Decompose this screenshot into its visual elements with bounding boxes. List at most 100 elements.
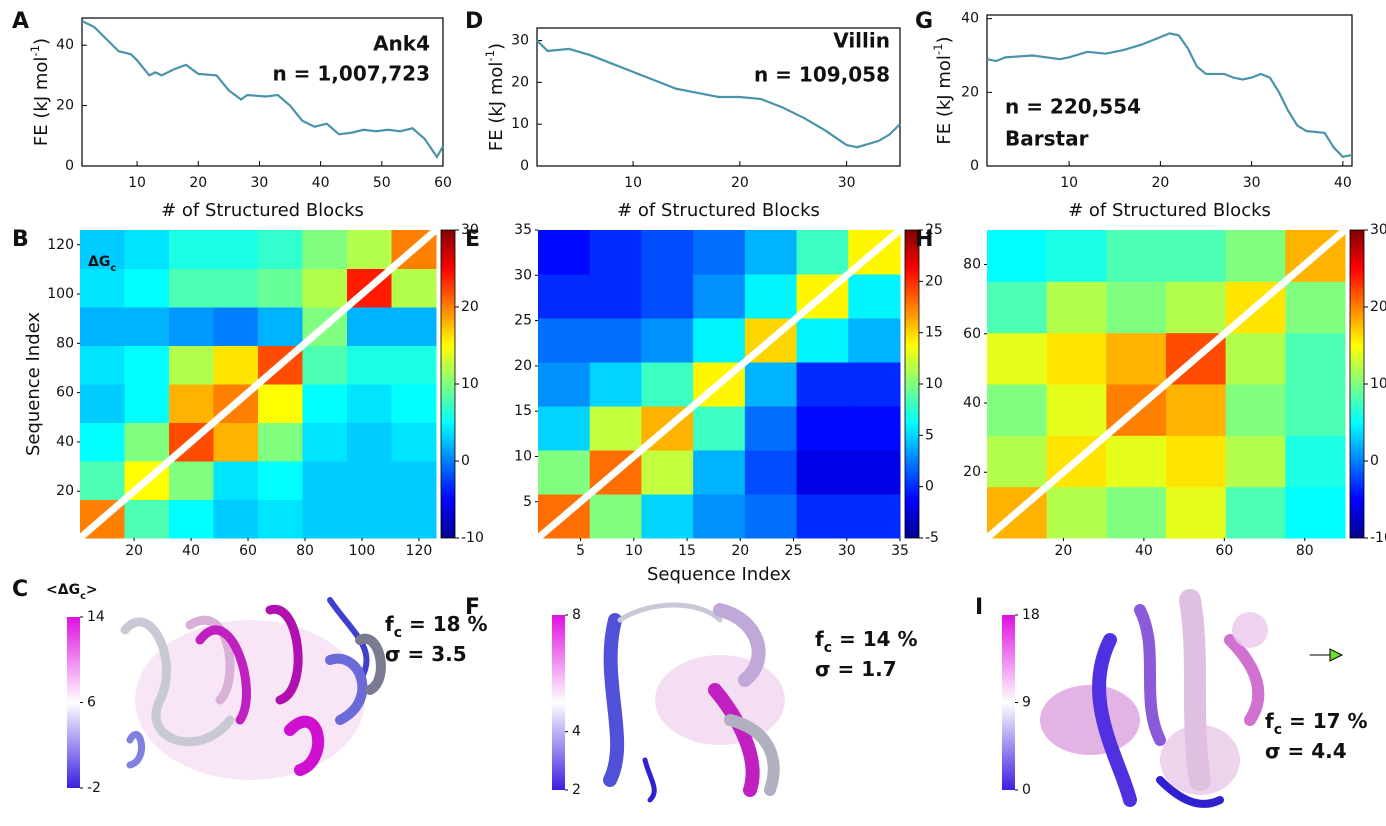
heat-cell	[80, 307, 125, 346]
y-tick-label: 20	[963, 464, 981, 480]
heat-cell	[1106, 487, 1166, 539]
panel-label: F	[465, 595, 480, 620]
colorbar	[1350, 230, 1364, 538]
heat-cell	[1047, 281, 1107, 333]
y-tick-label: 35	[514, 222, 532, 238]
x-tick-label: 10	[128, 175, 146, 191]
heat-cell	[258, 423, 303, 462]
figure: 10203040506002040# of Structured BlocksF…	[0, 0, 1386, 826]
heat-cell	[1285, 281, 1345, 333]
x-tick-label: 40	[1334, 175, 1352, 191]
stat: fc = 14 %	[815, 627, 918, 657]
heat-cell	[392, 461, 437, 500]
panel-label: E	[465, 227, 480, 252]
heat-cell	[745, 450, 797, 495]
heat-cell	[1166, 384, 1226, 436]
heat-cell	[641, 318, 693, 363]
x-tick-label: 20	[125, 543, 143, 559]
x-tick-label: 50	[373, 175, 391, 191]
heat-cell	[538, 274, 590, 319]
heat-cell	[80, 269, 125, 308]
heat-cell	[745, 230, 797, 275]
colorbar-tick-label: 0	[925, 479, 934, 495]
y-tick-label: 0	[65, 158, 74, 174]
colorbar-tick-label: 18	[1022, 607, 1040, 623]
heat-cell	[169, 461, 214, 500]
colorbar-tick-label: 15	[925, 325, 943, 341]
annotation: n = 109,058	[754, 63, 890, 87]
heat-cell	[590, 230, 642, 275]
heat-cell	[641, 274, 693, 319]
colorbar-tick-label: -2	[87, 780, 101, 796]
y-axis-label-sup: -1	[931, 43, 945, 55]
y-axis-label-main: FE (kJ mol	[31, 57, 52, 146]
heat-cell	[590, 362, 642, 407]
fe-line	[537, 41, 900, 148]
x-tick-label: 60	[239, 543, 257, 559]
heat-cell	[797, 406, 849, 451]
colorbar-tick-label: 5	[925, 427, 934, 443]
annotation: Barstar	[1005, 127, 1089, 151]
heat-cell	[347, 423, 392, 462]
colorbar-tick-label: 20	[925, 273, 943, 289]
colorbar-tick-label: -10	[1370, 530, 1386, 546]
x-tick-label: 10	[1060, 175, 1078, 191]
x-tick-label: 60	[434, 175, 452, 191]
heat-cell	[745, 274, 797, 319]
heat-cell	[987, 333, 1047, 385]
x-tick-label: 20	[731, 175, 749, 191]
heat-cell	[169, 307, 214, 346]
heat-cell	[392, 346, 437, 385]
colorbar-tick-label: 10	[1370, 376, 1386, 392]
y-tick-label: 120	[47, 237, 74, 253]
stat-main: σ = 3.5	[385, 642, 467, 666]
x-axis-label: Sequence Index	[647, 564, 791, 585]
protein-structure-i	[1040, 600, 1342, 804]
heat-cell	[347, 230, 392, 269]
heat-cell	[745, 362, 797, 407]
colorbar-tick-label: 8	[572, 607, 581, 623]
heat-cell	[590, 274, 642, 319]
heat-cell	[258, 230, 303, 269]
heat-cell	[1285, 384, 1345, 436]
heat-cell	[214, 461, 259, 500]
y-tick-label: 15	[514, 403, 532, 419]
y-tick-label: 0	[520, 158, 529, 174]
stat-main: f	[815, 627, 824, 651]
x-tick-label: 5	[576, 543, 585, 559]
heat-cell	[797, 450, 849, 495]
x-tick-label: 100	[349, 543, 376, 559]
heat-cell	[214, 423, 259, 462]
heat-cell	[214, 269, 259, 308]
annotation: n = 220,554	[1005, 95, 1141, 119]
colorbar	[441, 230, 455, 538]
stat-sub: c	[1274, 722, 1282, 738]
colorbar-tick-label: 0	[461, 453, 470, 469]
stat-tail: = 14 %	[832, 627, 918, 651]
colorbar-tick-label: 6	[87, 695, 96, 711]
heat-cell	[80, 384, 125, 423]
heat-cell	[125, 230, 170, 269]
heat-cell	[1106, 230, 1166, 282]
heat-cell	[987, 384, 1047, 436]
heat-cell	[125, 269, 170, 308]
heat-cell	[1285, 333, 1345, 385]
heat-cell	[538, 318, 590, 363]
heat-cell	[641, 494, 693, 539]
heat-cell	[125, 500, 170, 539]
y-tick-label: 5	[523, 494, 532, 510]
heat-cell	[125, 423, 170, 462]
annotation: n = 1,007,723	[272, 62, 430, 86]
heat-cell	[693, 406, 745, 451]
heat-cell	[392, 269, 437, 308]
x-tick-label: 30	[251, 175, 269, 191]
heat-cell	[590, 318, 642, 363]
heat-cell	[1047, 230, 1107, 282]
x-axis-label: # of Structured Blocks	[161, 200, 364, 221]
heat-cell	[214, 346, 259, 385]
colorbar-tick-label: 0	[1370, 453, 1379, 469]
heat-cell	[303, 269, 348, 308]
colorbar	[552, 615, 565, 790]
x-tick-label: 10	[625, 543, 643, 559]
x-tick-label: 20	[189, 175, 207, 191]
